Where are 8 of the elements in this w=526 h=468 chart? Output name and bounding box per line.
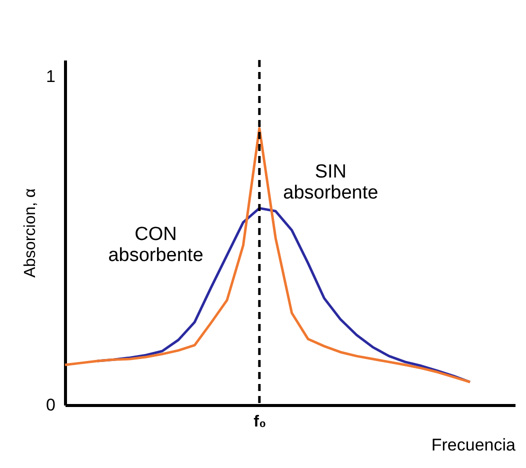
y-tick-label: 0 <box>46 396 56 414</box>
line-series <box>64 127 472 384</box>
x-tick-label: f₀ <box>254 414 266 430</box>
series-label: SIN absorbente <box>283 162 378 204</box>
x-axis-title: Frecuencia <box>431 436 516 454</box>
y-axis-title: Absorcion, α <box>22 188 40 278</box>
series-label: CON absorbente <box>108 224 204 266</box>
y-tick-label: 1 <box>46 66 56 86</box>
